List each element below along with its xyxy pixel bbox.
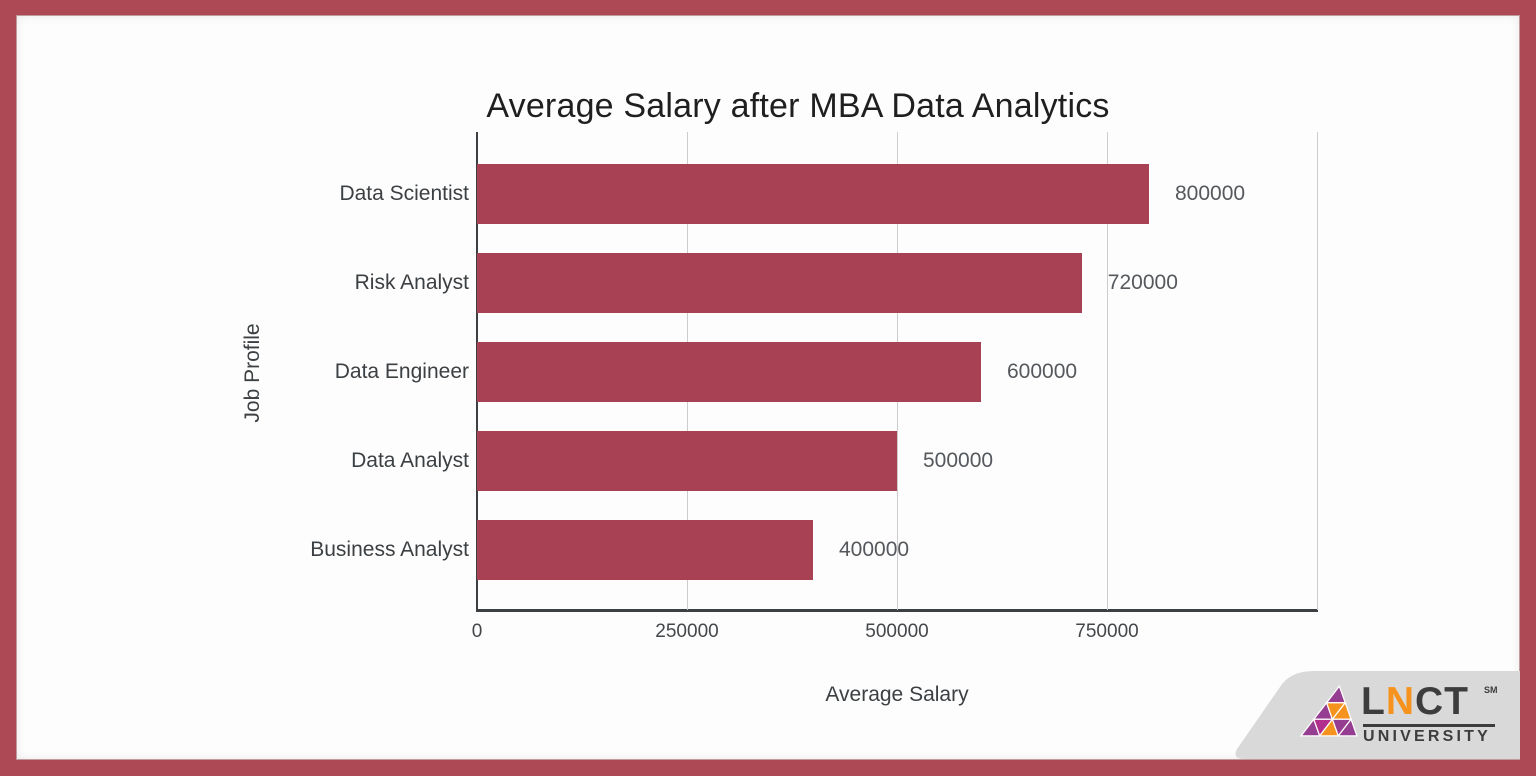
- trademark-sm: SM: [1484, 685, 1498, 695]
- lnct-wordmark: LNCT: [1361, 681, 1469, 723]
- value-label: 720000: [1107, 271, 1178, 294]
- value-label: 800000: [1175, 182, 1246, 205]
- plot-area: Data Scientist 800000 Risk Analyst 720000 Da…: [310, 132, 1318, 612]
- logo-divider-rule: [1363, 724, 1495, 727]
- category-label: Data Analyst: [351, 449, 469, 472]
- y-axis-title: Job Profile: [241, 323, 264, 423]
- category-label: Data Engineer: [334, 360, 469, 383]
- x-axis-title: Average Salary: [825, 683, 969, 706]
- value-label: 600000: [1007, 360, 1078, 383]
- chart-canvas: Average Salary after MBA Data Analytics …: [16, 15, 1520, 760]
- x-tick-label-250000: 250000: [655, 621, 719, 642]
- bar-data-engineer: [477, 342, 981, 402]
- gridline-750000: [1107, 132, 1108, 610]
- x-tick-label-750000: 750000: [1075, 621, 1139, 642]
- gridline-1000000: [1317, 132, 1318, 610]
- value-label: 400000: [839, 538, 910, 561]
- category-label: Data Scientist: [339, 182, 469, 205]
- lnct-triangle-logo-icon: [1300, 685, 1358, 737]
- x-axis-line: [476, 609, 1318, 612]
- category-label: Risk Analyst: [354, 271, 469, 294]
- category-label: Business Analyst: [310, 538, 469, 561]
- logo-letter-n: N: [1385, 680, 1415, 723]
- logo-letter-t: T: [1444, 680, 1469, 723]
- chart-title: Average Salary after MBA Data Analytics: [486, 87, 1110, 125]
- x-tick-label-0: 0: [471, 621, 483, 642]
- bar-data-scientist: [477, 164, 1149, 224]
- value-label: 500000: [923, 449, 994, 472]
- logo-letter-c: C: [1415, 680, 1445, 723]
- banner-swoosh-shape: [1235, 671, 1520, 759]
- x-tick-label-500000: 500000: [865, 621, 929, 642]
- lnct-logo-banner: LNCT SM UNIVERSITY: [1228, 671, 1520, 759]
- bar-data-analyst: [477, 431, 897, 491]
- bar-business-analyst: [477, 520, 813, 580]
- bar-risk-analyst: [477, 253, 1082, 313]
- logo-letter-l: L: [1361, 680, 1386, 723]
- university-label: UNIVERSITY: [1363, 728, 1492, 745]
